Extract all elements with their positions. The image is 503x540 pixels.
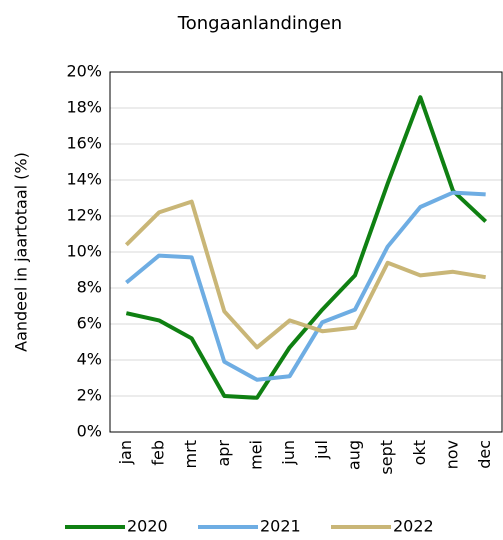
y-tick-label: 6%: [77, 314, 102, 333]
y-tick-label: 0%: [77, 422, 102, 441]
y-tick-label: 10%: [66, 242, 102, 261]
chart-title: Tongaanlandingen: [177, 13, 342, 34]
line-series: [124, 199, 486, 350]
y-tick-label: 14%: [66, 170, 102, 189]
y-tick-label: 18%: [66, 98, 102, 117]
y-tick-label: 16%: [66, 134, 102, 153]
x-tick-label: dec: [475, 440, 494, 469]
x-tick-label: apr: [214, 440, 233, 467]
x-tick-label: nov: [443, 440, 462, 469]
x-tick-label: aug: [345, 440, 364, 470]
legend-label: 2022: [393, 517, 434, 536]
legend-label: 2020: [127, 517, 168, 536]
y-axis-label: Aandeel in jaartotaal (%): [12, 152, 31, 352]
x-tick-label: sept: [377, 440, 396, 475]
line-series: [125, 95, 488, 400]
x-tick-label: jun: [279, 440, 298, 466]
y-tick-label: 4%: [77, 350, 102, 369]
x-tick-label: mrt: [181, 440, 200, 468]
x-tick-label: jul: [312, 440, 331, 460]
plot-frame: [109, 71, 503, 433]
x-tick-label: mei: [247, 440, 266, 470]
y-tick-label: 20%: [66, 62, 102, 81]
x-tick-label: okt: [410, 440, 429, 465]
y-tick-label: 12%: [66, 206, 102, 225]
line-series: [125, 190, 486, 382]
x-tick-label: feb: [149, 440, 168, 466]
y-tick-label: 2%: [77, 386, 102, 405]
legend-label: 2021: [260, 517, 301, 536]
x-tick-label: jan: [116, 440, 135, 465]
y-tick-label: 8%: [77, 278, 102, 297]
